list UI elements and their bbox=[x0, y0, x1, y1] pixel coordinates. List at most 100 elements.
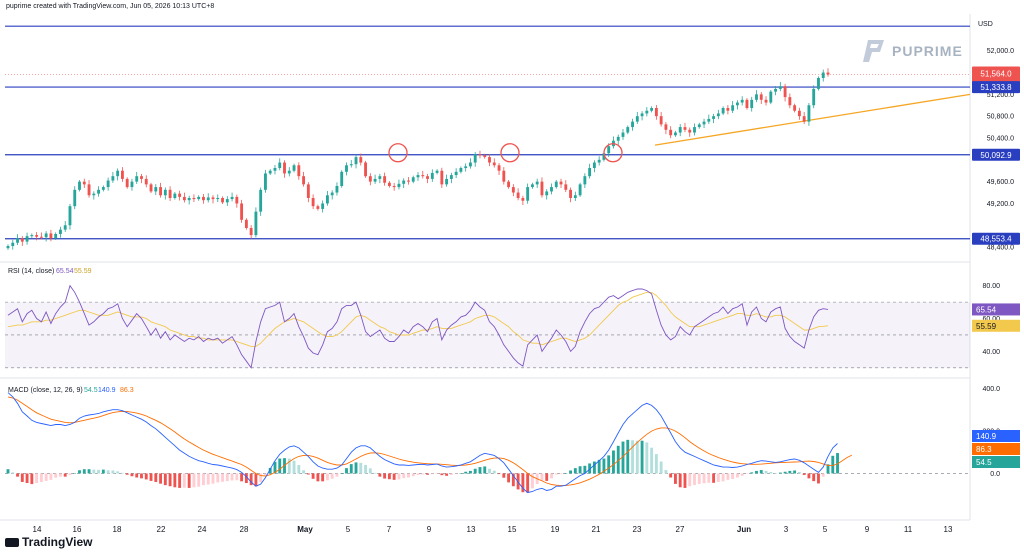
candle-body bbox=[674, 132, 677, 136]
candle-body bbox=[254, 211, 258, 236]
macd-histogram-bar bbox=[178, 473, 182, 488]
candle-body bbox=[826, 72, 830, 75]
macd-histogram-bar bbox=[545, 473, 549, 481]
candle-body bbox=[802, 116, 806, 122]
candle-body bbox=[192, 198, 196, 200]
candle-body bbox=[30, 235, 34, 237]
candle-body bbox=[11, 242, 15, 246]
candle-body bbox=[345, 165, 348, 172]
tradingview-brand-text: TradingView bbox=[22, 535, 93, 549]
macd-histogram-bar bbox=[392, 473, 396, 480]
macd-histogram-bar bbox=[416, 473, 420, 476]
macd-legend-label: MACD (close, 12, 26, 9) bbox=[8, 387, 83, 394]
macd-histogram-bar bbox=[368, 468, 372, 474]
macd-histogram-bar bbox=[478, 467, 482, 474]
candle-body bbox=[755, 94, 758, 100]
candle-body bbox=[68, 206, 72, 226]
candle-body bbox=[488, 157, 491, 163]
macd-histogram-bar bbox=[82, 469, 86, 474]
candle-body bbox=[635, 116, 639, 122]
time-axis-label: 27 bbox=[676, 525, 685, 534]
macd-histogram-bar bbox=[149, 473, 153, 481]
candle-body bbox=[368, 176, 372, 182]
macd-histogram-bar bbox=[316, 473, 320, 482]
candle-body bbox=[78, 181, 81, 190]
macd-histogram-bar bbox=[497, 473, 501, 475]
candle-body bbox=[140, 176, 143, 179]
rsi-legend-value: 65.54 bbox=[56, 268, 74, 275]
macd-histogram-bar bbox=[507, 473, 511, 483]
candle-body bbox=[573, 195, 577, 198]
candle-body bbox=[397, 183, 401, 188]
candle-body bbox=[478, 154, 482, 156]
candle-body bbox=[82, 181, 86, 185]
puprime-logo-icon bbox=[863, 40, 884, 62]
candle-body bbox=[16, 238, 19, 243]
candle-body bbox=[187, 198, 191, 201]
macd-histogram-bar bbox=[530, 473, 534, 489]
macd-histogram-bar bbox=[54, 473, 58, 478]
macd-histogram-bar bbox=[144, 473, 148, 480]
candle-body bbox=[101, 187, 105, 190]
candle-body bbox=[378, 176, 382, 179]
candle-body bbox=[35, 235, 39, 237]
level-price-label: 50,092.9 bbox=[980, 151, 1012, 160]
macd-histogram-bar bbox=[330, 473, 334, 479]
macd-histogram-bar bbox=[669, 473, 673, 478]
time-axis-label: 18 bbox=[113, 525, 122, 534]
macd-histogram-bar bbox=[473, 468, 477, 474]
macd-histogram-bar bbox=[111, 470, 115, 474]
candle-body bbox=[87, 184, 91, 196]
rsi-ma-badge bbox=[972, 319, 1020, 332]
macd-histogram-bar bbox=[130, 473, 134, 477]
macd-histogram-bar bbox=[259, 473, 263, 482]
macd-histogram-bar bbox=[635, 440, 639, 474]
macd-histogram-bar bbox=[578, 466, 582, 474]
candle-body bbox=[202, 196, 205, 201]
macd-histogram-bar bbox=[650, 447, 654, 474]
macd-histogram-bar bbox=[774, 473, 777, 474]
candle-body bbox=[626, 127, 630, 133]
macd-histogram-bar bbox=[11, 472, 15, 474]
candle-body bbox=[340, 171, 344, 186]
macd-histogram-bar bbox=[821, 473, 825, 477]
candle-body bbox=[73, 189, 77, 207]
candle-body bbox=[230, 196, 234, 200]
candle-body bbox=[44, 233, 48, 238]
candle-body bbox=[702, 121, 706, 125]
macd-histogram-bar bbox=[216, 473, 220, 483]
level-price-badge bbox=[972, 81, 1020, 94]
candle-body bbox=[569, 189, 572, 198]
macd-histogram-bar bbox=[373, 472, 377, 474]
candle-body bbox=[607, 146, 611, 154]
macd-histogram-bar bbox=[254, 473, 258, 487]
candle-body bbox=[273, 168, 277, 171]
macd-histogram-bar bbox=[73, 473, 77, 474]
macd-histogram-bar bbox=[712, 473, 716, 483]
macd-histogram-bar bbox=[206, 473, 210, 485]
candle-body bbox=[807, 105, 811, 122]
time-axis-label: 7 bbox=[387, 525, 392, 534]
candle-body bbox=[416, 175, 420, 178]
macd-histogram-bar bbox=[106, 470, 110, 474]
macd-histogram-bar bbox=[755, 470, 758, 474]
macd-histogram-bar bbox=[831, 455, 835, 474]
candle-body bbox=[97, 189, 101, 194]
macd-histogram-bar bbox=[745, 473, 749, 474]
time-axis-label: 16 bbox=[73, 525, 82, 534]
candle-body bbox=[407, 180, 410, 182]
tradingview-brand[interactable]: TradingView bbox=[5, 535, 92, 549]
candle-body bbox=[631, 121, 634, 128]
time-axis-label: 15 bbox=[508, 525, 517, 534]
macd-histogram-bar bbox=[287, 458, 291, 474]
macd-histogram-bar bbox=[559, 473, 563, 475]
level-price-badge bbox=[972, 148, 1020, 161]
candle-body bbox=[249, 228, 253, 236]
macd-histogram-bar bbox=[435, 473, 439, 474]
price-tick-label: 49,600.0 bbox=[987, 179, 1014, 186]
candle-body bbox=[659, 116, 663, 125]
macd-histogram-bar bbox=[397, 473, 401, 480]
macd-histogram-bar bbox=[273, 461, 277, 474]
candle-body bbox=[507, 181, 511, 188]
